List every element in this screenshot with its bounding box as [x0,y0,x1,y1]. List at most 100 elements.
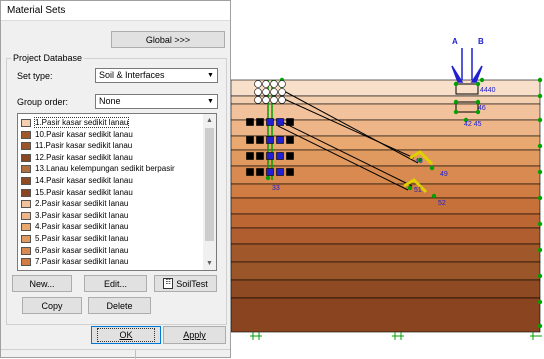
list-item[interactable]: 5.Pasir kasar sedikit lanau [18,233,204,245]
set-type-select[interactable]: Soil & Interfaces ▼ [95,68,218,83]
mesh-node[interactable] [479,77,485,83]
apply-button[interactable]: Apply [163,326,226,344]
material-swatch [21,176,31,185]
scroll-up-icon[interactable]: ▲ [206,117,213,124]
material-label: 7.Pasir kasar sedikit lanau [35,257,129,267]
project-database-group: Project Database [6,53,227,325]
chevron-down-icon[interactable]: ▼ [207,72,214,79]
mesh-node[interactable] [537,93,543,99]
wall-node-symbol [262,88,270,96]
list-item[interactable]: 2.Pasir kasar sedikit lanau [18,198,204,210]
mesh-node[interactable] [537,299,543,305]
list-item[interactable]: 3.Pasir kasar sedikit lanau [18,210,204,222]
mesh-node[interactable] [475,99,481,105]
wall-node-symbol [254,88,262,96]
wall-node-symbol [286,168,294,176]
ground-anchors[interactable] [277,89,434,194]
wall-node-symbol [266,136,274,144]
mesh-node[interactable] [265,175,271,181]
list-item[interactable]: 1.Pasir kasar sedikit lanau [18,117,204,129]
list-item[interactable]: 7.Pasir kasar sedikit lanau [18,256,204,268]
soil-layer[interactable] [230,261,541,281]
material-swatch [21,119,31,127]
soil-layer[interactable] [230,213,541,229]
wall-node-symbol [276,152,284,160]
mesh-node[interactable] [537,143,543,149]
strut-elements[interactable] [455,83,479,113]
ok-button[interactable]: OK [91,326,161,344]
group-order-select[interactable]: None ▼ [95,94,218,109]
wall-node-symbol [276,168,284,176]
ground-fixity-markers [250,332,542,340]
wall-node-symbol [266,152,274,160]
mesh-node[interactable] [537,323,543,329]
mesh-node[interactable] [463,117,469,123]
mesh-node[interactable] [453,81,459,87]
list-item[interactable]: 11.Pasir kasar sedikit lanau [18,140,204,152]
material-swatch [21,130,31,139]
soil-layer[interactable] [230,297,541,333]
mesh-node[interactable] [453,99,459,105]
list-item[interactable]: 6.Pasir kasar sedikit lanau [18,245,204,257]
list-item[interactable]: 10.Pasir kasar sedikit lanau [18,129,204,141]
soil-layer[interactable] [230,197,541,215]
list-item[interactable]: 14.Pasir kasar sedikit lanau [18,175,204,187]
mesh-node[interactable] [475,109,481,115]
statusbar-separator [135,350,136,359]
list-item[interactable]: 4.Pasir kasar sedikit lanau [18,221,204,233]
list-scrollbar[interactable]: ▲ ▼ [203,114,216,270]
ok-label: OK [97,328,155,342]
mesh-node[interactable] [417,157,423,163]
scroll-down-icon[interactable]: ▼ [206,260,213,267]
list-item[interactable]: 13.Lanau kelempungan sedikit berpasir [18,163,204,175]
mesh-node[interactable] [475,81,481,87]
copy-button[interactable]: Copy [22,297,82,314]
mesh-node[interactable] [537,247,543,253]
delete-button[interactable]: Delete [88,297,151,314]
mesh-node[interactable] [537,117,543,123]
mesh-node[interactable] [453,109,459,115]
node-label: 52 [438,200,446,207]
material-swatch [21,211,31,220]
dialog-statusbar [1,349,230,359]
material-label: 6.Pasir kasar sedikit lanau [35,245,129,255]
mesh-nodes[interactable] [265,77,543,329]
mesh-node[interactable] [407,185,413,191]
scroll-thumb[interactable] [205,128,214,241]
mesh-node[interactable] [537,273,543,279]
soil-layer[interactable] [230,279,541,299]
mesh-node[interactable] [537,77,543,83]
mesh-node[interactable] [537,195,543,201]
list-item[interactable]: 12.Pasir kasar sedikit lanau [18,152,204,164]
wall-node-symbol [246,136,254,144]
material-swatch [21,153,31,162]
mesh-node[interactable] [537,169,543,175]
material-label: 2.Pasir kasar sedikit lanau [35,199,129,209]
edit-button[interactable]: Edit... [84,275,147,292]
soiltest-button[interactable]: ☷ SoilTest [154,275,217,292]
soil-layer[interactable] [230,103,541,121]
material-label: 3.Pasir kasar sedikit lanau [35,210,129,220]
mesh-node[interactable] [431,193,437,199]
soiltest-icon: ☷ [163,278,174,289]
wall-node-symbol [254,96,262,104]
mesh-node[interactable] [537,221,543,227]
set-type-value: Soil & Interfaces [99,70,165,80]
mesh-node[interactable] [429,165,435,171]
soil-layer[interactable] [230,227,541,245]
wall-node-symbol [278,80,286,88]
material-swatch [21,165,31,174]
node-label: 33 [272,185,280,192]
soil-layer[interactable] [230,243,541,263]
section-label-b: B [478,37,484,46]
material-swatch [21,234,31,243]
new-button[interactable]: New... [12,275,72,292]
wall-node-symbol [278,88,286,96]
material-label: 5.Pasir kasar sedikit lanau [35,233,129,243]
global-database-button[interactable]: Global >>> [111,31,225,48]
group-order-label: Group order: [17,97,69,107]
list-item[interactable]: 15.Pasir kasar sedikit lanau [18,187,204,199]
material-list[interactable]: 1.Pasir kasar sedikit lanau 10.Pasir kasa… [17,113,217,271]
chevron-down-icon[interactable]: ▼ [207,98,214,105]
